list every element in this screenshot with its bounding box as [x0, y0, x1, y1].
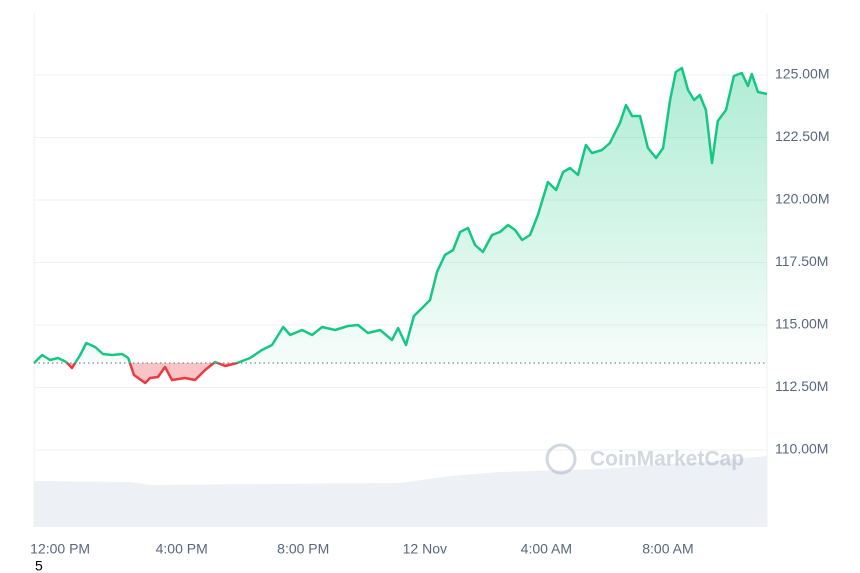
x-tick-label: 4:00 PM — [156, 541, 208, 557]
y-tick-label: 117.50M — [775, 253, 828, 269]
y-tick-label: 110.00M — [775, 441, 828, 457]
volume-area — [34, 456, 767, 527]
x-tick-label: 4:00 AM — [521, 541, 572, 557]
plot: 110.00M 112.50M 115.00M 117.50M 120.00M 122.5… — [30, 66, 829, 557]
line — [33, 66, 768, 385]
y-tick-label: 122.50M — [775, 128, 829, 144]
watermark-text: CoinMarketCap — [590, 448, 744, 471]
footnote: 5 — [35, 558, 43, 573]
watermark-logo — [545, 443, 577, 475]
x-tick-label: 8:00 AM — [642, 541, 693, 557]
area — [34, 68, 767, 383]
y-tick-label: 120.00M — [775, 191, 829, 207]
x-tick-label: 12 Nov — [403, 541, 447, 557]
y-tick-label: 112.50M — [775, 378, 828, 394]
x-tick-label: 12:00 PM — [30, 541, 90, 557]
y-tick-label: 115.00M — [775, 316, 828, 332]
watermark: CoinMarketCap — [545, 443, 744, 475]
x-tick-label: 8:00 PM — [277, 541, 329, 557]
y-tick-label: 125.00M — [775, 66, 829, 82]
